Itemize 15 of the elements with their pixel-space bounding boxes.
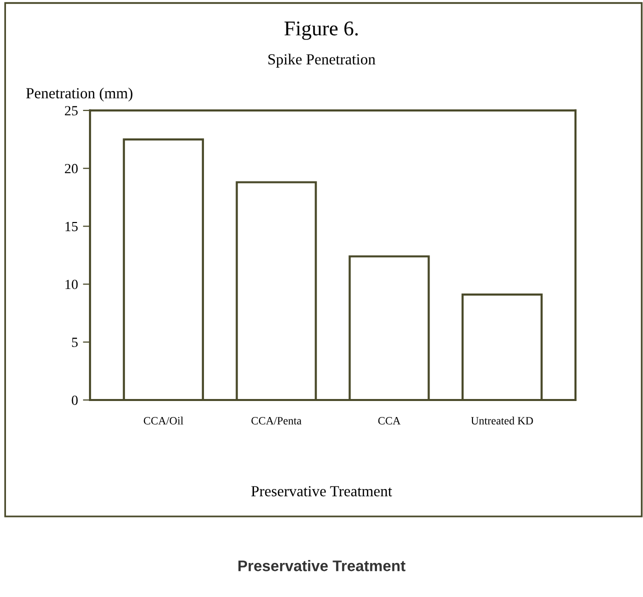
y-tick-label: 15 bbox=[66, 222, 78, 232]
y-axis-title: Penetration (mm) bbox=[26, 88, 132, 102]
x-tick-label: Untreated KD bbox=[471, 416, 533, 424]
y-tick-label: 10 bbox=[66, 280, 78, 290]
x-tick-label: CCA/Oil bbox=[144, 416, 184, 424]
y-tick-label: 5 bbox=[72, 338, 78, 348]
y-tick-label: 20 bbox=[64, 164, 78, 174]
chart-title: Figure 6. bbox=[284, 21, 358, 40]
x-axis-title: Preservative Treatment bbox=[251, 486, 392, 496]
y-tick-label: 25 bbox=[64, 106, 78, 116]
x-tick-label: CCA/Penta bbox=[251, 417, 302, 424]
chart-subtitle: Spike Penetration bbox=[268, 54, 376, 68]
y-tick-label: 0 bbox=[72, 396, 78, 405]
x-tick-label: CCA bbox=[378, 417, 401, 424]
text: Preservative Treatment bbox=[238, 560, 406, 572]
